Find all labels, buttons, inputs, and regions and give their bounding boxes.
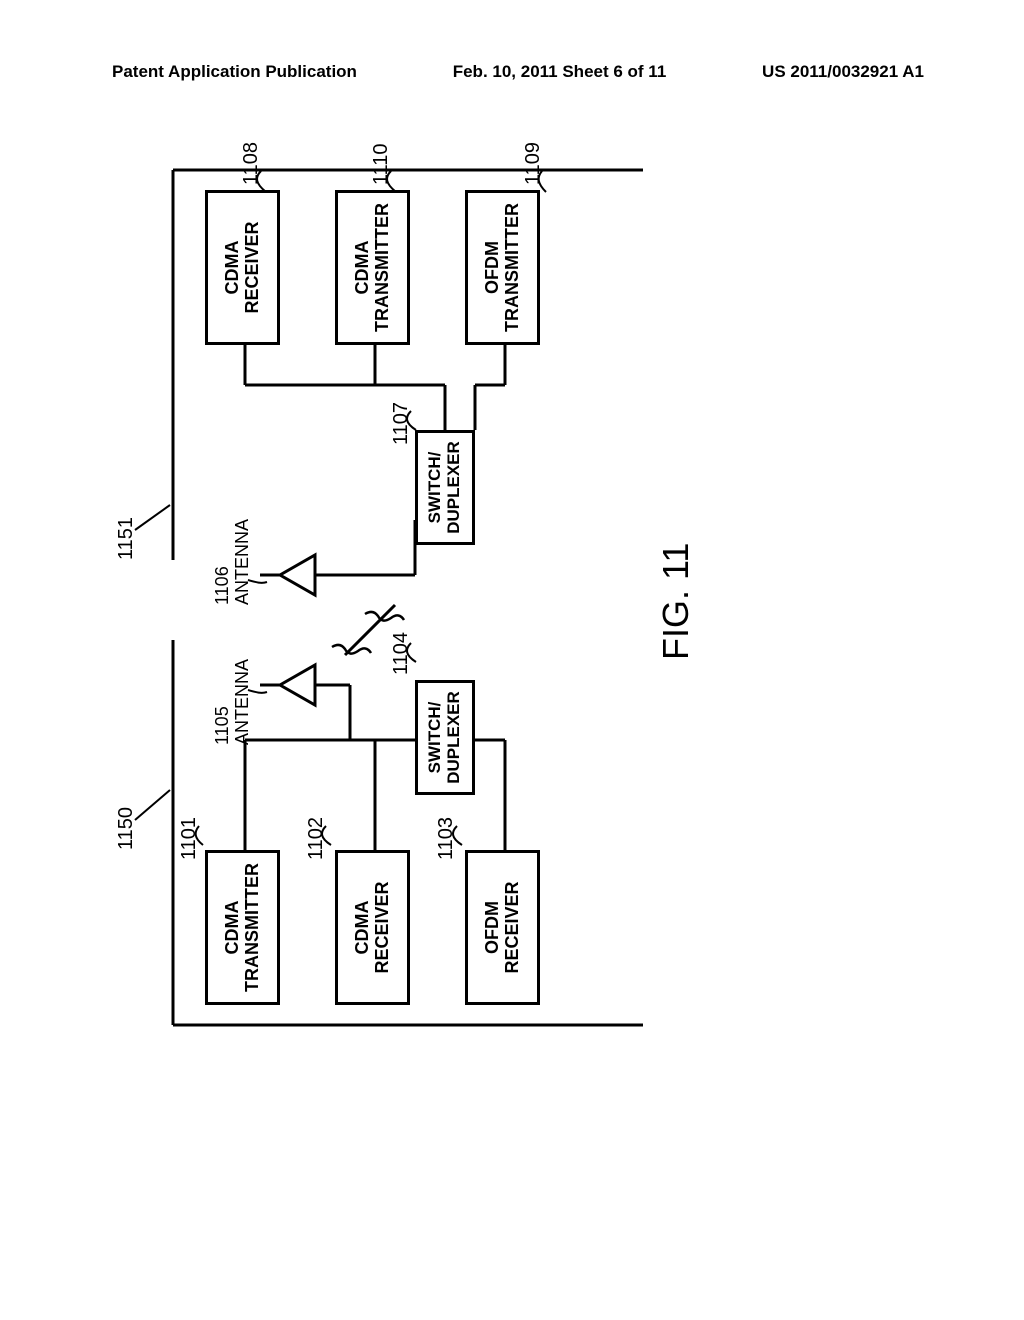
diagram-figure-11: CDMA TRANSMITTER 1101 CDMA RECEIVER 1102… — [95, 150, 885, 1050]
switch-duplexer-left-block: SWITCH/ DUPLEXER — [415, 680, 475, 795]
block-line2: RECEIVER — [503, 881, 523, 973]
antenna-left-label: 1105 ANTENNA — [213, 659, 253, 745]
ref-1150: 1150 — [115, 807, 138, 850]
ofdm-transmitter-right-block: OFDM TRANSMITTER — [465, 190, 540, 345]
diagram-rotated-content: CDMA TRANSMITTER 1101 CDMA RECEIVER 1102… — [95, 150, 885, 1050]
ofdm-receiver-left-block: OFDM RECEIVER — [465, 850, 540, 1005]
header-left: Patent Application Publication — [112, 62, 357, 82]
ref-1107: 1107 — [390, 402, 413, 445]
ref-1109: 1109 — [522, 142, 545, 185]
block-line2: DUPLEXER — [445, 691, 464, 784]
block-line1: SWITCH/ — [426, 702, 445, 774]
switch-duplexer-right-block: SWITCH/ DUPLEXER — [415, 430, 475, 545]
antenna-left-ref: 1105 — [212, 706, 232, 745]
block-line1: CDMA — [223, 901, 243, 955]
ref-1103: 1103 — [435, 817, 458, 860]
header-center: Feb. 10, 2011 Sheet 6 of 11 — [453, 62, 667, 82]
block-line1: CDMA — [353, 901, 373, 955]
ref-1104: 1104 — [390, 632, 413, 675]
antenna-right-ref: 1106 — [212, 566, 232, 605]
cdma-receiver-left-block: CDMA RECEIVER — [335, 850, 410, 1005]
ref-1151: 1151 — [115, 517, 138, 560]
block-line2: DUPLEXER — [445, 441, 464, 534]
ref-1101: 1101 — [178, 817, 201, 860]
ref-1108: 1108 — [240, 142, 263, 185]
block-line2: TRANSMITTER — [373, 203, 393, 332]
cdma-receiver-right-block: CDMA RECEIVER — [205, 190, 280, 345]
page-header: Patent Application Publication Feb. 10, … — [0, 62, 1024, 82]
block-line1: OFDM — [483, 901, 503, 954]
figure-label: FIG. 11 — [655, 543, 697, 660]
antenna-right-label: 1106 ANTENNA — [213, 519, 253, 605]
antenna-right-text: ANTENNA — [232, 519, 252, 605]
block-line2: TRANSMITTER — [503, 203, 523, 332]
antenna-left-text: ANTENNA — [232, 659, 252, 745]
block-line2: TRANSMITTER — [243, 863, 263, 992]
block-line1: CDMA — [223, 241, 243, 295]
header-right: US 2011/0032921 A1 — [762, 62, 924, 82]
ref-1110: 1110 — [370, 143, 393, 185]
cdma-transmitter-right-block: CDMA TRANSMITTER — [335, 190, 410, 345]
block-line1: CDMA — [353, 241, 373, 295]
cdma-transmitter-left-block: CDMA TRANSMITTER — [205, 850, 280, 1005]
ref-1102: 1102 — [305, 817, 328, 860]
block-line1: SWITCH/ — [426, 452, 445, 524]
block-line1: OFDM — [483, 241, 503, 294]
block-line2: RECEIVER — [373, 881, 393, 973]
block-line2: RECEIVER — [243, 221, 263, 313]
